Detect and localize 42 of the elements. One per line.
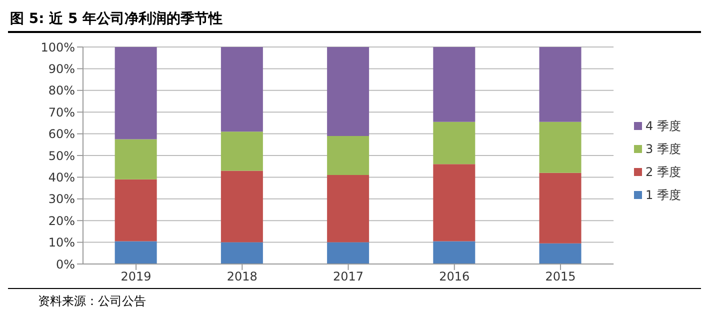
y-tick-label: 30% <box>48 192 75 206</box>
bar <box>220 242 263 264</box>
y-tick-label: 100% <box>40 40 75 54</box>
bar <box>433 122 476 164</box>
x-tick-label: 2015 <box>545 270 576 284</box>
bar <box>114 139 157 180</box>
y-tick-label: 50% <box>48 148 75 163</box>
legend-label: 1 季度 <box>646 186 681 204</box>
x-tick-label: 2018 <box>226 270 258 284</box>
legend-label: 2 季度 <box>646 164 681 180</box>
bar <box>327 242 370 264</box>
bar <box>433 164 476 242</box>
legend-label: 4 季度 <box>646 118 681 134</box>
y-tick-label: 10% <box>48 236 75 250</box>
bar <box>433 241 476 264</box>
x-tick-label: 2017 <box>333 270 364 284</box>
bar <box>539 243 582 264</box>
bar <box>539 122 582 173</box>
y-tick-label: 60% <box>48 127 75 142</box>
y-tick-label: 90% <box>48 62 75 76</box>
legend-label: 3 季度 <box>646 140 681 158</box>
bar <box>220 132 263 171</box>
y-tick-label: 0% <box>56 257 75 272</box>
bar <box>539 172 582 244</box>
bar <box>327 136 370 176</box>
bar <box>327 47 370 136</box>
y-tick-label: 20% <box>48 214 75 228</box>
text: 资料来源：公司公告 <box>38 293 147 310</box>
y-tick-label: 80% <box>48 84 75 98</box>
y-tick-label: 40% <box>48 170 75 184</box>
bar <box>114 241 157 264</box>
x-tick-label: 2019 <box>120 270 152 284</box>
bar <box>433 47 476 122</box>
bar <box>327 175 370 242</box>
bar <box>114 47 157 140</box>
bar <box>114 179 157 242</box>
bar <box>220 47 263 132</box>
bar <box>539 47 582 122</box>
x-tick-label: 2016 <box>439 270 470 284</box>
chart-title: 图 5: 近 5 年公司净利润的季节性 <box>8 8 701 33</box>
bar <box>220 170 263 242</box>
y-tick-label: 70% <box>48 105 75 120</box>
